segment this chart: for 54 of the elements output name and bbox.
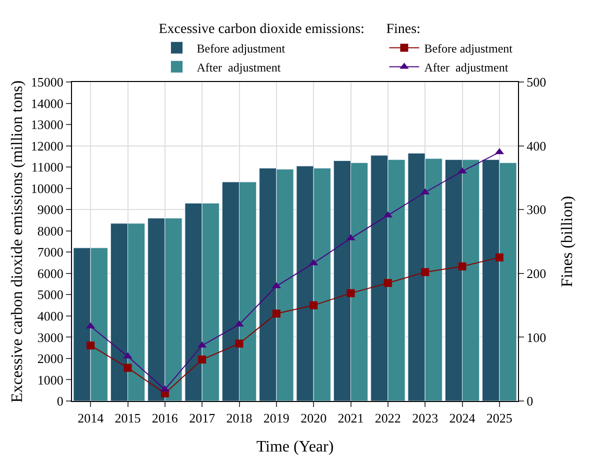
y-tick-label: 12000 bbox=[30, 138, 64, 154]
legend-label: Before adjustment bbox=[424, 41, 514, 56]
y-tick-label: 13000 bbox=[30, 117, 64, 132]
x-tick-label: 2015 bbox=[114, 410, 141, 426]
y-tick-label: 10000 bbox=[30, 180, 64, 196]
point bbox=[272, 310, 280, 318]
y-tick-label: 1000 bbox=[37, 372, 64, 388]
y-tick-label: 14000 bbox=[30, 96, 64, 111]
y-tick-label: 11000 bbox=[31, 160, 64, 175]
x-tick-label: 2024 bbox=[449, 410, 476, 426]
y2-tick-label: 400 bbox=[526, 138, 546, 154]
text: Fines: bbox=[386, 22, 420, 38]
x-tick-label: 2017 bbox=[189, 410, 216, 426]
x-tick-label: 2018 bbox=[226, 410, 252, 426]
point bbox=[124, 364, 132, 372]
point bbox=[346, 289, 355, 298]
y-tick-label: 0 bbox=[56, 394, 64, 409]
x-tick-label: 2019 bbox=[263, 410, 290, 426]
point bbox=[198, 356, 206, 364]
legend-label: After adjustment bbox=[196, 60, 282, 74]
point bbox=[384, 278, 392, 287]
legend-label: After adjustment bbox=[424, 60, 509, 74]
text: Excessive carbon dioxide emissions: bbox=[158, 22, 364, 38]
y-tick-label: 8000 bbox=[37, 223, 64, 238]
y-axis-title: Excessive carbon dioxide emissions (million tons) bbox=[8, 80, 26, 403]
y-tick-label: 6000 bbox=[37, 266, 64, 281]
legend-label: Before adjustment bbox=[196, 41, 286, 56]
y2-tick-label: 500 bbox=[526, 74, 546, 90]
y-tick-label: 9000 bbox=[37, 202, 64, 218]
point bbox=[86, 341, 95, 350]
x-tick-label: 2016 bbox=[152, 410, 178, 426]
x-tick-label: 2022 bbox=[374, 410, 401, 426]
point bbox=[235, 340, 244, 348]
y-tick-label: 7000 bbox=[37, 244, 64, 260]
y2-tick-label: 200 bbox=[526, 266, 546, 281]
x-axis-title: Time (Year) bbox=[256, 438, 334, 456]
x-tick-label: 2025 bbox=[486, 410, 512, 426]
x-tick-label: 2014 bbox=[78, 410, 104, 426]
point bbox=[310, 301, 318, 310]
y2-tick-label: 300 bbox=[526, 202, 546, 218]
y-tick-label: 5000 bbox=[37, 287, 64, 302]
point bbox=[495, 253, 504, 262]
y2-tick-label: 0 bbox=[526, 394, 534, 409]
point bbox=[421, 268, 430, 276]
x-tick-label: 2023 bbox=[412, 410, 438, 426]
y-tick-label: 4000 bbox=[37, 308, 64, 324]
x-tick-label: 2020 bbox=[300, 410, 327, 426]
y-tick-label: 2000 bbox=[37, 351, 64, 366]
y-tick-label: 15000 bbox=[30, 74, 64, 90]
y2-tick-label: 100 bbox=[526, 330, 546, 345]
y2-axis-title: Fines (billion) bbox=[558, 196, 576, 288]
x-tick-label: 2021 bbox=[338, 410, 364, 426]
point bbox=[458, 262, 466, 270]
y-tick-label: 3000 bbox=[37, 330, 64, 345]
